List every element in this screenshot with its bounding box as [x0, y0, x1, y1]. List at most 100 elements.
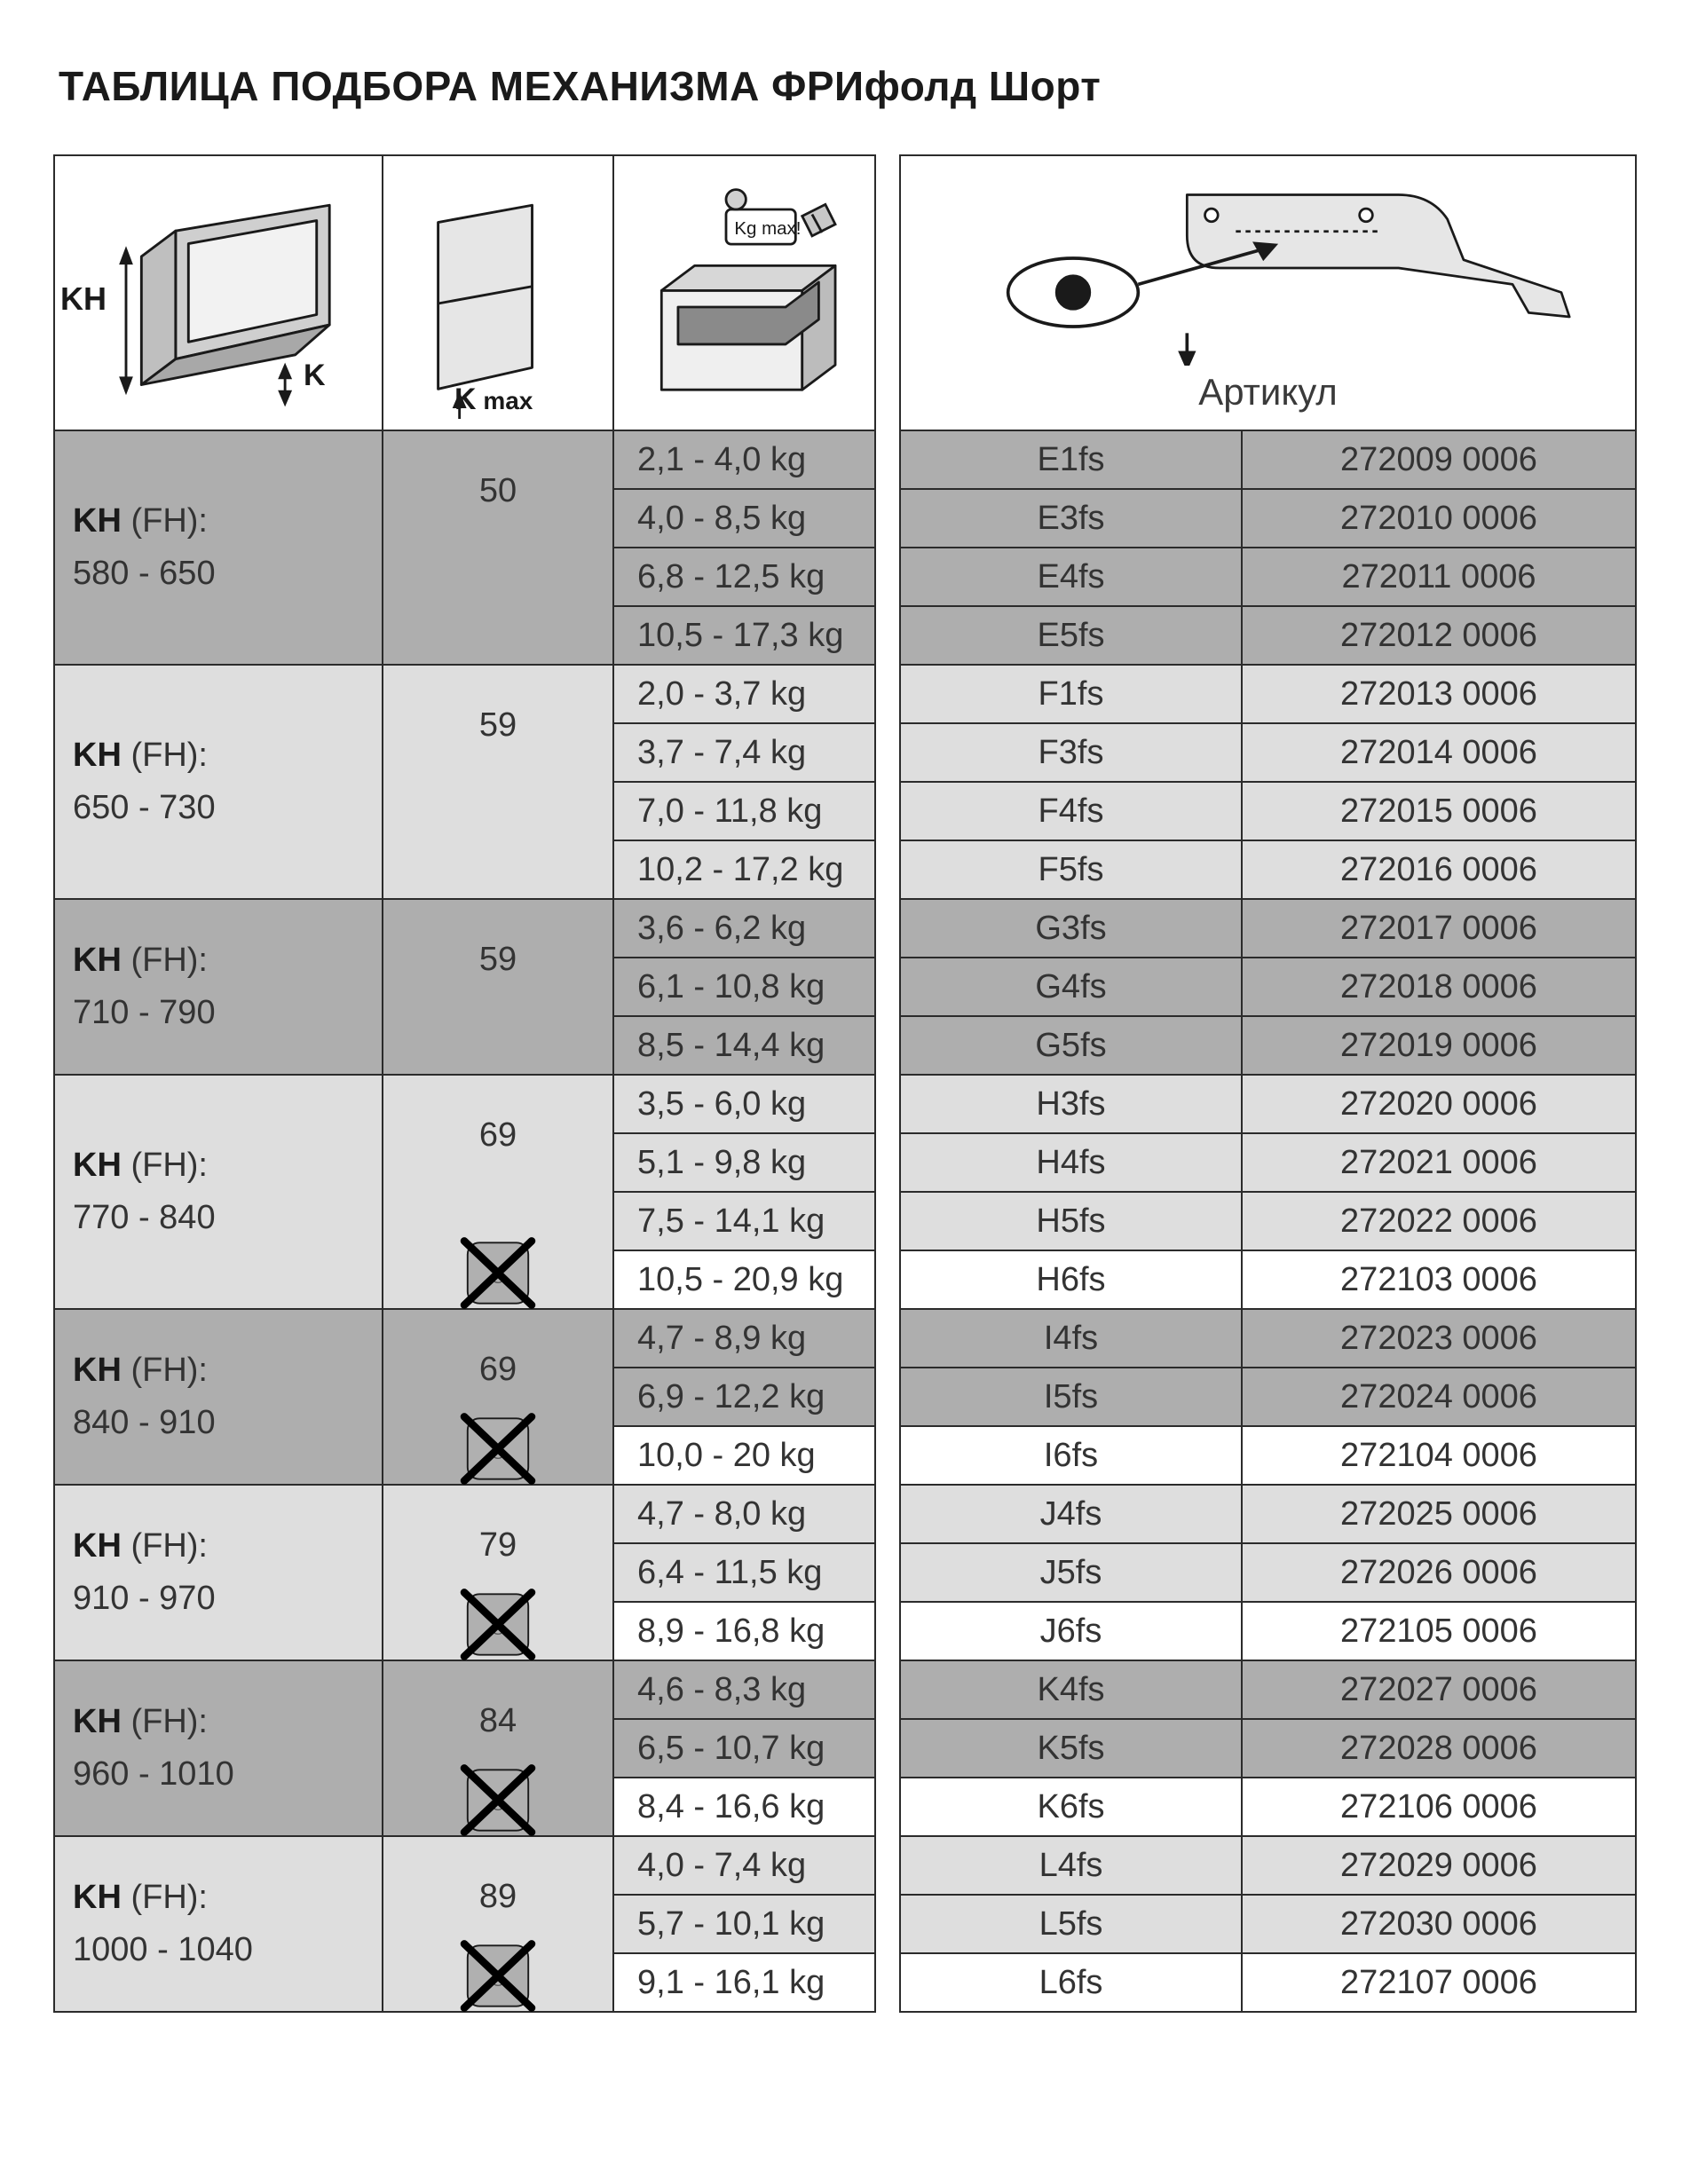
weight-cell: 7,5 - 14,1 kg — [613, 1192, 875, 1250]
kmax-cell: 89 S — [383, 1836, 613, 2012]
table-row: KH (FH):1000 - 104089 S 4,0 - 7,4 kgL4fs… — [54, 1836, 1636, 1895]
model-code-cell: H5fs — [900, 1192, 1242, 1250]
article-number-cell: 272104 0006 — [1242, 1426, 1636, 1485]
column-gap — [875, 1485, 900, 1543]
article-number-cell: 272022 0006 — [1242, 1192, 1636, 1250]
model-code-cell: K6fs — [900, 1778, 1242, 1836]
model-code-cell: I5fs — [900, 1368, 1242, 1426]
kh-range-cell: KH (FH):910 - 970 — [54, 1485, 383, 1660]
column-gap — [875, 1953, 900, 2012]
article-number-cell: 272016 0006 — [1242, 840, 1636, 899]
k-symbol-label: K — [304, 359, 326, 393]
soft-close-cross-icon: S — [456, 1582, 541, 1667]
column-gap — [875, 1543, 900, 1602]
table-row: KH (FH):580 - 650502,1 - 4,0 kgE1fs27200… — [54, 430, 1636, 489]
soft-close-cross-icon: S — [456, 1231, 541, 1315]
column-gap — [875, 958, 900, 1016]
weight-cell: 9,1 - 16,1 kg — [613, 1953, 875, 2012]
model-code-cell: L4fs — [900, 1836, 1242, 1895]
weight-cell: 10,2 - 17,2 kg — [613, 840, 875, 899]
column-gap — [875, 1075, 900, 1133]
model-code-cell: G4fs — [900, 958, 1242, 1016]
weight-cell: 5,1 - 9,8 kg — [613, 1133, 875, 1192]
weight-cell: 4,0 - 8,5 kg — [613, 489, 875, 548]
model-code-cell: H6fs — [900, 1250, 1242, 1309]
weight-cell: 6,1 - 10,8 kg — [613, 958, 875, 1016]
article-number-cell: 272026 0006 — [1242, 1543, 1636, 1602]
model-code-cell: E4fs — [900, 548, 1242, 606]
column-gap — [875, 1309, 900, 1368]
kh-symbol-label: KH — [60, 280, 107, 318]
weight-cell: 6,8 - 12,5 kg — [613, 548, 875, 606]
column-gap — [875, 1836, 900, 1895]
soft-close-cross-icon: S — [456, 1758, 541, 1842]
model-code-cell: J6fs — [900, 1602, 1242, 1660]
kmax-cell: 84 S — [383, 1660, 613, 1836]
article-number-cell: 272028 0006 — [1242, 1719, 1636, 1778]
model-code-cell: F1fs — [900, 665, 1242, 723]
kmax-cell: 69 S — [383, 1309, 613, 1485]
weight-cell: 7,0 - 11,8 kg — [613, 782, 875, 840]
model-code-cell: E1fs — [900, 430, 1242, 489]
article-number-cell: 272017 0006 — [1242, 899, 1636, 958]
mechanism-eye-icon — [922, 170, 1615, 366]
column-gap — [875, 1426, 900, 1485]
soft-close-cross-icon: S — [456, 1934, 541, 2018]
model-code-cell: F5fs — [900, 840, 1242, 899]
header-kh-diagram: KH K — [54, 155, 383, 430]
model-code-cell: I4fs — [900, 1309, 1242, 1368]
model-code-cell: K4fs — [900, 1660, 1242, 1719]
soft-close-cross-icon: S — [456, 1407, 541, 1491]
kh-range-cell: KH (FH):1000 - 1040 — [54, 1836, 383, 2012]
table-row: KH (FH):650 - 730592,0 - 3,7 kgF1fs27201… — [54, 665, 1636, 723]
column-gap — [875, 723, 900, 782]
weight-cell: 10,0 - 20 kg — [613, 1426, 875, 1485]
weight-cabinet-icon: Kg max! — [628, 170, 860, 419]
kh-range-cell: KH (FH):840 - 910 — [54, 1309, 383, 1485]
model-code-cell: G3fs — [900, 899, 1242, 958]
model-code-cell: H4fs — [900, 1133, 1242, 1192]
article-number-cell: 272015 0006 — [1242, 782, 1636, 840]
article-number-cell: 272023 0006 — [1242, 1309, 1636, 1368]
column-gap — [875, 1250, 900, 1309]
weight-cell: 3,5 - 6,0 kg — [613, 1075, 875, 1133]
kmax-cell: 69 S — [383, 1075, 613, 1309]
article-number-cell: 272025 0006 — [1242, 1485, 1636, 1543]
weight-cell: 8,5 - 14,4 kg — [613, 1016, 875, 1075]
article-number-cell: 272105 0006 — [1242, 1602, 1636, 1660]
header-mechanism-diagram: Артикул — [900, 155, 1636, 430]
table-row: KH (FH):960 - 101084 S 4,6 - 8,3 kgK4fs2… — [54, 1660, 1636, 1719]
column-gap — [875, 665, 900, 723]
article-number-cell: 272019 0006 — [1242, 1016, 1636, 1075]
weight-cell: 8,9 - 16,8 kg — [613, 1602, 875, 1660]
column-gap — [875, 1368, 900, 1426]
weight-cell: 5,7 - 10,1 kg — [613, 1895, 875, 1953]
model-code-cell: K5fs — [900, 1719, 1242, 1778]
article-number-cell: 272020 0006 — [1242, 1075, 1636, 1133]
kh-range-cell: KH (FH):580 - 650 — [54, 430, 383, 665]
table-header-row: KH K — [54, 155, 1636, 430]
article-number-cell: 272018 0006 — [1242, 958, 1636, 1016]
model-code-cell: E5fs — [900, 606, 1242, 665]
article-header-label: Артикул — [915, 371, 1621, 419]
column-gap — [875, 1778, 900, 1836]
model-code-cell: L5fs — [900, 1895, 1242, 1953]
article-number-cell: 272106 0006 — [1242, 1778, 1636, 1836]
header-kmax-diagram: K max — [383, 155, 613, 430]
weight-cell: 3,6 - 6,2 kg — [613, 899, 875, 958]
kh-range-cell: KH (FH):960 - 1010 — [54, 1660, 383, 1836]
article-number-cell: 272103 0006 — [1242, 1250, 1636, 1309]
table-row: KH (FH):710 - 790593,6 - 6,2 kgG3fs27201… — [54, 899, 1636, 958]
article-number-cell: 272024 0006 — [1242, 1368, 1636, 1426]
column-gap — [875, 606, 900, 665]
kh-range-cell: KH (FH):770 - 840 — [54, 1075, 383, 1309]
article-number-cell: 272010 0006 — [1242, 489, 1636, 548]
column-gap — [875, 1719, 900, 1778]
weight-cell: 2,1 - 4,0 kg — [613, 430, 875, 489]
column-gap — [875, 840, 900, 899]
column-gap — [875, 1133, 900, 1192]
weight-cell: 3,7 - 7,4 kg — [613, 723, 875, 782]
article-number-cell: 272013 0006 — [1242, 665, 1636, 723]
article-number-cell: 272011 0006 — [1242, 548, 1636, 606]
kmax-cell: 59 — [383, 899, 613, 1075]
